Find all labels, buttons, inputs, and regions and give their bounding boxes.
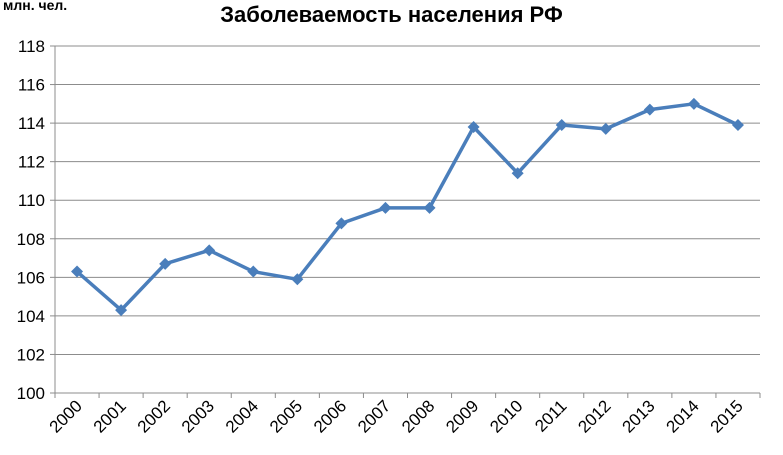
data-point-marker xyxy=(335,217,348,230)
data-point-marker xyxy=(423,201,436,214)
y-tick-label: 108 xyxy=(17,230,45,249)
y-tick-label: 112 xyxy=(18,153,45,172)
data-point-marker xyxy=(71,265,84,278)
data-point-marker xyxy=(379,201,392,214)
y-tick-label: 102 xyxy=(17,345,45,364)
x-tick-label: 2003 xyxy=(178,396,218,436)
data-point-marker xyxy=(599,122,612,135)
data-point-marker xyxy=(291,273,304,286)
x-tick-label: 2006 xyxy=(310,396,350,436)
x-tick-label: 2000 xyxy=(46,396,86,436)
data-point-marker xyxy=(203,244,216,257)
y-tick-label: 106 xyxy=(17,268,45,287)
y-tick-label: 110 xyxy=(18,191,45,210)
x-tick-label: 2015 xyxy=(707,396,747,436)
data-point-marker xyxy=(159,257,172,270)
y-tick-label: 104 xyxy=(17,307,45,326)
x-tick-label: 2001 xyxy=(90,396,130,436)
y-tick-label: 114 xyxy=(18,114,45,133)
data-point-marker xyxy=(467,120,480,133)
x-tick-label: 2011 xyxy=(531,396,570,435)
x-tick-label: 2008 xyxy=(398,396,438,436)
y-tick-label: 100 xyxy=(17,384,45,403)
data-point-marker xyxy=(687,97,700,110)
x-tick-label: 2002 xyxy=(134,396,174,436)
data-point-marker xyxy=(731,119,744,132)
data-point-marker xyxy=(511,167,524,180)
x-tick-label: 2005 xyxy=(266,396,306,436)
x-tick-label: 2013 xyxy=(618,396,658,436)
data-point-marker xyxy=(555,119,568,132)
x-tick-label: 2014 xyxy=(663,396,703,436)
x-tick-label: 2004 xyxy=(222,396,262,436)
y-tick-label: 116 xyxy=(18,76,45,95)
x-tick-label: 2007 xyxy=(354,396,394,436)
y-axis-unit-label: млн. чел. xyxy=(3,0,68,13)
data-point-marker xyxy=(247,265,260,278)
x-tick-label: 2009 xyxy=(442,396,482,436)
data-point-marker xyxy=(115,304,128,317)
series-line xyxy=(75,102,739,312)
data-point-marker xyxy=(643,103,656,116)
y-tick-label: 118 xyxy=(18,37,45,56)
x-tick-label: 2010 xyxy=(486,396,526,436)
x-tick-label: 2012 xyxy=(574,396,614,436)
chart-title: Заболеваемость населения РФ xyxy=(220,2,563,27)
